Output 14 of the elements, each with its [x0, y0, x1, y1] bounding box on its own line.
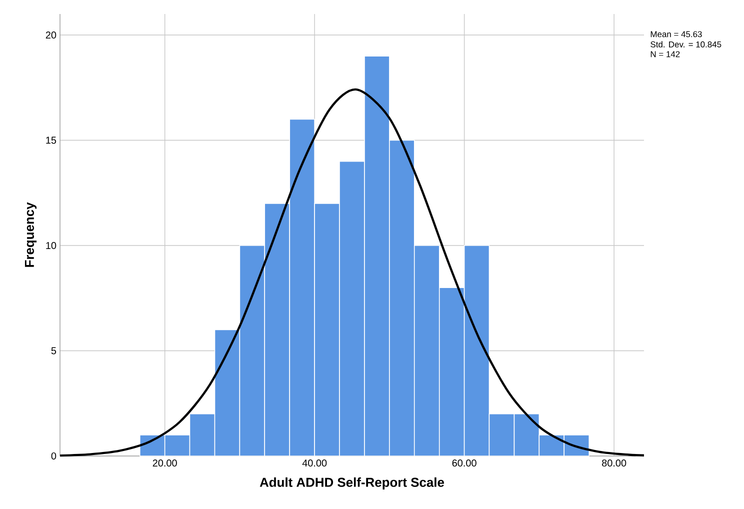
text: Std. Dev. = 10.845: [650, 41, 722, 48]
x-axis-title: Adult ADHD Self-Report Scale: [260, 477, 444, 490]
x-tick-label: 80.00: [602, 460, 626, 467]
x-tick-label: 20.00: [152, 460, 177, 467]
text: N = 142: [650, 51, 680, 58]
y-tick-label: 15: [46, 136, 56, 144]
text: Mean = 45.63: [650, 31, 702, 38]
y-tick-label: 10: [46, 242, 56, 250]
y-tick-label: 20: [46, 32, 56, 39]
x-tick-label: 60.00: [452, 460, 476, 467]
y-tick-label: 0: [51, 452, 56, 460]
x-tick-label: 40.00: [302, 460, 327, 467]
y-axis-title: Frequency: [24, 202, 37, 267]
y-tick-label: 5: [51, 347, 56, 354]
